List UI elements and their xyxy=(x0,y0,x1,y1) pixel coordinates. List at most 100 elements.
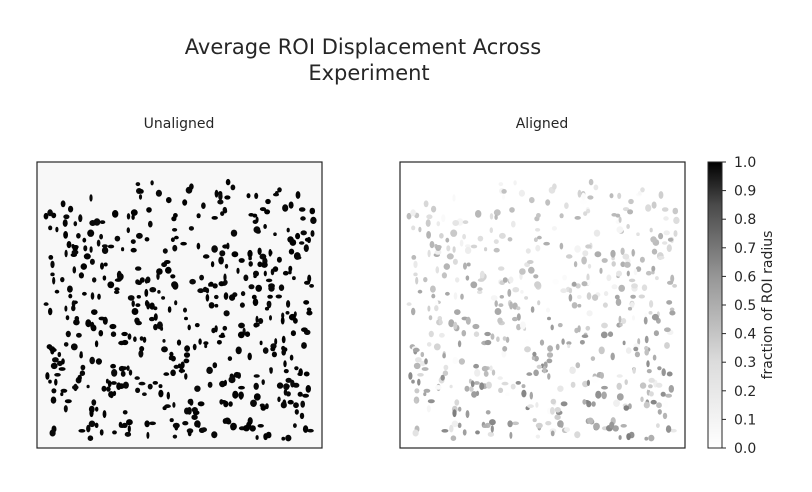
aligned-roi xyxy=(591,401,596,407)
unaligned-roi xyxy=(293,402,299,409)
unaligned-roi xyxy=(219,250,226,257)
unaligned-roi xyxy=(114,278,122,282)
unaligned-roi xyxy=(144,237,150,242)
aligned-roi xyxy=(452,356,459,365)
unaligned-roi xyxy=(297,391,303,397)
aligned-roi xyxy=(650,399,657,405)
aligned-roi xyxy=(664,327,671,333)
aligned-roi xyxy=(582,399,587,405)
aligned-roi xyxy=(509,431,513,439)
unaligned-roi xyxy=(263,433,268,441)
aligned-roi xyxy=(441,272,447,279)
aligned-roi xyxy=(554,414,561,421)
unaligned-roi xyxy=(47,209,53,217)
aligned-roi xyxy=(633,346,639,352)
chart-title-line-2: Experiment xyxy=(308,61,429,85)
unaligned-roi xyxy=(89,194,93,202)
aligned-roi xyxy=(550,398,556,405)
aligned-roi xyxy=(411,379,415,384)
unaligned-roi xyxy=(273,232,277,236)
aligned-roi xyxy=(610,352,615,361)
aligned-roi xyxy=(629,301,635,309)
unaligned-panel xyxy=(36,161,323,449)
unaligned-roi xyxy=(214,303,219,308)
aligned-roi xyxy=(661,207,669,212)
aligned-roi xyxy=(672,207,679,215)
aligned-roi xyxy=(454,309,461,315)
unaligned-roi xyxy=(268,283,275,289)
unaligned-roi xyxy=(51,388,57,394)
aligned-roi xyxy=(453,321,458,330)
unaligned-roi xyxy=(99,220,106,225)
unaligned-roi xyxy=(135,303,141,307)
aligned-roi xyxy=(651,313,659,321)
aligned-roi xyxy=(586,379,591,386)
aligned-roi xyxy=(581,192,586,201)
unaligned-roi xyxy=(184,316,188,321)
aligned-roi xyxy=(618,435,622,440)
aligned-roi xyxy=(631,249,635,257)
unaligned-roi xyxy=(189,278,196,285)
unaligned-roi xyxy=(269,315,272,321)
unaligned-roi xyxy=(52,357,59,363)
aligned-roi xyxy=(519,268,526,275)
unaligned-roi xyxy=(188,226,194,231)
unaligned-roi xyxy=(112,390,117,396)
aligned-roi xyxy=(474,369,481,377)
unaligned-roi xyxy=(99,233,103,240)
unaligned-roi xyxy=(110,331,117,338)
aligned-roi xyxy=(655,382,663,388)
unaligned-roi xyxy=(95,358,102,365)
aligned-roi xyxy=(436,245,442,249)
unaligned-roi xyxy=(57,351,62,358)
aligned-roi xyxy=(516,323,521,331)
aligned-roi xyxy=(607,331,614,338)
unaligned-roi xyxy=(217,199,224,205)
unaligned-roi xyxy=(158,384,163,389)
unaligned-roi xyxy=(295,191,301,199)
aligned-roi xyxy=(442,353,446,359)
aligned-roi xyxy=(592,294,599,301)
aligned-roi xyxy=(651,265,656,272)
unaligned-roi xyxy=(157,290,161,294)
unaligned-roi xyxy=(256,322,260,327)
aligned-roi xyxy=(624,379,628,385)
unaligned-roi xyxy=(294,366,299,371)
colorbar-tick-label: 0.7 xyxy=(734,241,756,257)
aligned-roi xyxy=(601,258,608,263)
unaligned-roi xyxy=(83,245,88,252)
unaligned-roi xyxy=(288,313,296,321)
unaligned-roi xyxy=(261,261,268,268)
aligned-roi xyxy=(672,284,677,288)
unaligned-roi xyxy=(79,353,83,359)
aligned-roi xyxy=(452,409,457,418)
unaligned-roi xyxy=(307,274,312,283)
unaligned-roi xyxy=(232,390,239,399)
aligned-roi xyxy=(631,283,638,289)
aligned-roi xyxy=(510,383,516,390)
unaligned-roi xyxy=(253,374,260,378)
aligned-roi xyxy=(566,341,572,345)
unaligned-roi xyxy=(149,287,157,293)
aligned-roi xyxy=(463,262,467,270)
aligned-roi xyxy=(534,281,541,289)
unaligned-roi xyxy=(50,272,55,277)
unaligned-roi xyxy=(224,263,229,269)
unaligned-roi xyxy=(292,382,300,388)
aligned-roi xyxy=(601,322,608,329)
unaligned-roi xyxy=(302,393,309,398)
unaligned-roi xyxy=(48,379,52,384)
aligned-roi xyxy=(465,316,471,325)
unaligned-roi xyxy=(110,381,117,385)
aligned-roi xyxy=(641,284,648,292)
unaligned-roi xyxy=(145,276,151,284)
unaligned-roi xyxy=(212,362,218,369)
unaligned-roi xyxy=(224,195,231,200)
aligned-roi xyxy=(434,305,439,312)
unaligned-roi xyxy=(107,381,112,388)
unaligned-roi xyxy=(112,430,117,435)
unaligned-roi xyxy=(302,425,309,433)
unaligned-roi xyxy=(266,301,272,309)
aligned-roi xyxy=(433,343,441,351)
aligned-roi xyxy=(524,296,529,300)
